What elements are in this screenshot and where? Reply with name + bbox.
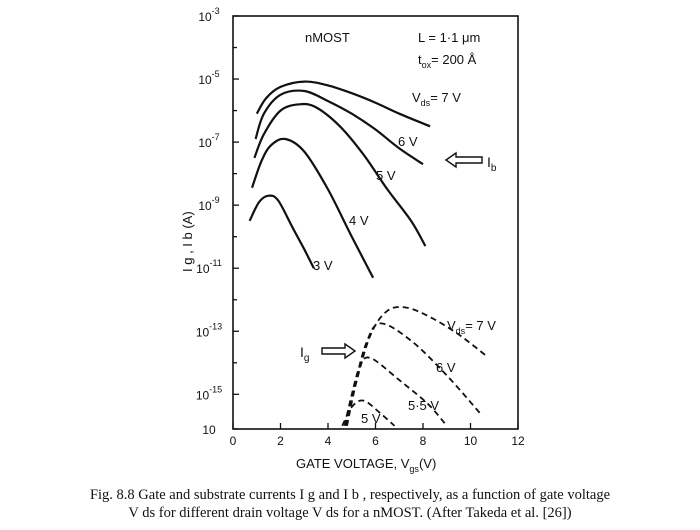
y-axis-title: I g , I b (A): [180, 211, 195, 272]
ib-label: Ib: [487, 154, 497, 174]
ib-curve: [253, 102, 427, 247]
ig-series-label: 6 V: [436, 360, 456, 375]
caption-line-2: V ds for different drain voltage V ds fo…: [128, 505, 572, 521]
ig-series-label: Vds= 7 V: [447, 318, 496, 336]
ib-curve: [250, 137, 375, 279]
x-ticks: 0 2 4 6 8 10 12: [230, 423, 525, 448]
y-tick-label: 10-9: [198, 195, 219, 213]
y-tick-label: 10-3: [198, 6, 219, 24]
tox-label: tox= 200 Å: [418, 52, 477, 70]
y-tick-label: 10-5: [198, 69, 219, 87]
tox-value: = 200 Å: [431, 52, 477, 67]
figure-caption: Fig. 8.8 Gate and substrate currents I g…: [2, 486, 698, 522]
x-axis-title: GATE VOLTAGE, Vgs(V): [296, 456, 436, 474]
y-tick-label: 10: [202, 423, 216, 437]
ib-marker: Ib: [444, 151, 497, 174]
tox-sub: ox: [422, 60, 432, 70]
x-tick-label: 0: [230, 434, 237, 448]
ig-label: Ig: [300, 344, 309, 364]
ib-series-label: 3 V: [313, 258, 333, 273]
y-tick-label: 10-13: [196, 321, 222, 339]
ib-curve: [254, 89, 424, 166]
ig-arrow-icon: [321, 342, 357, 360]
ig-marker: Ig: [300, 342, 357, 364]
curve-labels: Vds= 7 V 6 V 5 V 4 V 3 V Vds= 7 V 6 V 5·5 V 5 V: [313, 90, 496, 426]
y-tick-label: 10-7: [198, 132, 219, 150]
ig-curve: [343, 356, 448, 427]
ib-arrow-icon: [444, 151, 483, 169]
x-tick-label: 6: [372, 434, 379, 448]
ib-series-label: Vds= 7 V: [412, 90, 461, 108]
ib-series-label: 6 V: [398, 134, 418, 149]
x-tick-label: 10: [464, 434, 478, 448]
ig-curve: [344, 322, 481, 426]
y-tick-label: 10-15: [196, 384, 222, 402]
ig-series-label: 5 V: [361, 411, 381, 426]
ib-series-label: 5 V: [376, 168, 396, 183]
length-label: L = 1·1 μm: [418, 30, 480, 45]
x-tick-label: 4: [325, 434, 332, 448]
curves: [248, 80, 488, 427]
ig-curve: [346, 306, 488, 426]
x-tick-label: 8: [420, 434, 427, 448]
x-tick-label: 2: [277, 434, 284, 448]
caption-line-1: Fig. 8.8 Gate and substrate currents I g…: [89, 487, 611, 503]
x-tick-label: 12: [511, 434, 525, 448]
ib-curve: [248, 194, 315, 269]
device-label: nMOST: [305, 30, 350, 45]
chart: 0 2 4 6 8 10 12 10-3 10-5 10-7 10-9 10-11 10-13 10-1…: [180, 6, 525, 474]
ig-series-label: 5·5 V: [408, 398, 439, 413]
ib-series-label: 4 V: [349, 213, 369, 228]
ib-curve: [255, 80, 431, 128]
tox-prefix: t: [418, 52, 422, 67]
plot-frame: [232, 15, 519, 430]
y-tick-label: 10-11: [196, 258, 222, 276]
ig-curve: [341, 399, 396, 427]
